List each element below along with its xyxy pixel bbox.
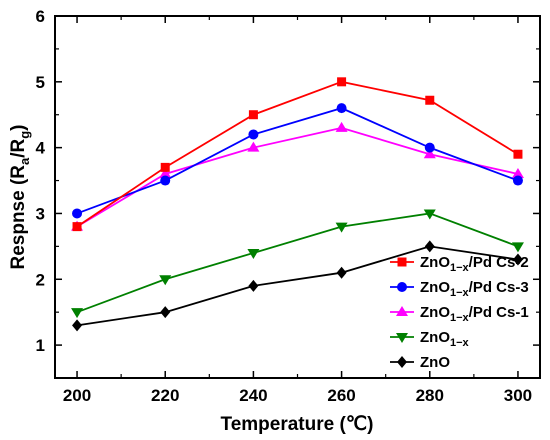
legend-label: ZnO1−x/Pd Cs-2 (420, 254, 529, 274)
series-line (76, 245, 519, 327)
y-tick-label: 3 (36, 204, 45, 223)
y-tick-label: 5 (36, 73, 45, 92)
data-point (336, 266, 347, 279)
data-point (247, 248, 260, 259)
data-point (159, 167, 172, 178)
legend-label: ZnO1−x/Pd Cs-3 (420, 279, 529, 299)
data-point (513, 149, 523, 159)
legend-marker (396, 306, 408, 316)
data-point (423, 148, 436, 159)
series-zno1-x (71, 209, 524, 319)
data-point (512, 175, 523, 186)
data-point (159, 275, 172, 286)
legend-marker (397, 282, 407, 292)
x-tick-label: 240 (239, 386, 267, 405)
y-tick-label: 1 (36, 336, 45, 355)
legend-entry: ZnO1−x/Pd Cs-1 (390, 304, 529, 324)
data-point (248, 110, 258, 120)
data-point (335, 222, 348, 233)
data-point (423, 209, 436, 220)
series-line (76, 212, 519, 314)
y-axis-title-sep: /R (8, 138, 29, 157)
data-point (425, 95, 435, 105)
data-point (160, 162, 170, 172)
data-point (511, 167, 524, 178)
legend-marker (396, 333, 408, 343)
series-layer (71, 77, 524, 332)
legend-entry: ZnO1−x/Pd Cs-3 (390, 279, 529, 299)
legend-entry: ZnO1−x/Pd Cs-2 (390, 254, 529, 274)
data-point (72, 319, 83, 332)
x-tick-label: 200 (63, 386, 91, 405)
x-tick-label: 280 (416, 386, 444, 405)
y-tick-label: 6 (36, 7, 45, 26)
series-line (76, 126, 519, 228)
series-zno1-x-pd-cs-1 (71, 121, 524, 231)
data-point (71, 308, 84, 319)
data-point (247, 141, 260, 152)
data-point (424, 240, 435, 253)
y-tick-label: 4 (36, 139, 46, 158)
legend-marker (397, 356, 407, 368)
y-tick-label: 2 (36, 270, 45, 289)
data-point (511, 242, 524, 253)
data-point (512, 253, 523, 266)
series-zno (72, 240, 523, 332)
y-axis-title-close: ) (8, 124, 29, 130)
series-line (76, 80, 519, 228)
data-point (248, 279, 259, 292)
y-axis-title: Respnse (Ra/Rg) (8, 124, 32, 269)
legend: ZnO1−x/Pd Cs-2 ZnO1−x/Pd Cs-3 ZnO1−x/Pd Cs… (390, 254, 529, 371)
y-axis-title-main: Respnse (R (8, 165, 29, 270)
legend-label: ZnO1−x (420, 329, 470, 349)
y-axis-title-sub-a: a (17, 157, 32, 165)
data-point (336, 103, 347, 114)
x-axis-title: Temperature (℃) (221, 414, 374, 435)
series-zno1-x-pd-cs-2 (72, 77, 523, 232)
data-point (160, 306, 171, 319)
data-point (335, 121, 348, 132)
axis-ticks: 200 220 240 260 280 300 1 2 3 4 5 6 (36, 7, 540, 405)
data-point (248, 129, 259, 140)
data-point (72, 222, 82, 232)
x-tick-label: 220 (151, 386, 179, 405)
legend-label: ZnO (420, 354, 450, 371)
series-zno1-x-pd-cs-3 (72, 103, 523, 219)
legend-marker (397, 257, 407, 267)
data-point (424, 142, 435, 153)
legend-label: ZnO1−x/Pd Cs-1 (420, 304, 529, 324)
data-point (337, 77, 347, 87)
legend-entry: ZnO (390, 354, 450, 371)
data-point (160, 175, 171, 186)
x-tick-label: 300 (504, 386, 532, 405)
y-axis-title-sub-g: g (17, 131, 32, 139)
legend-entry: ZnO1−x (390, 329, 470, 349)
x-tick-label: 260 (327, 386, 355, 405)
series-line (76, 107, 519, 215)
data-point (72, 208, 83, 219)
